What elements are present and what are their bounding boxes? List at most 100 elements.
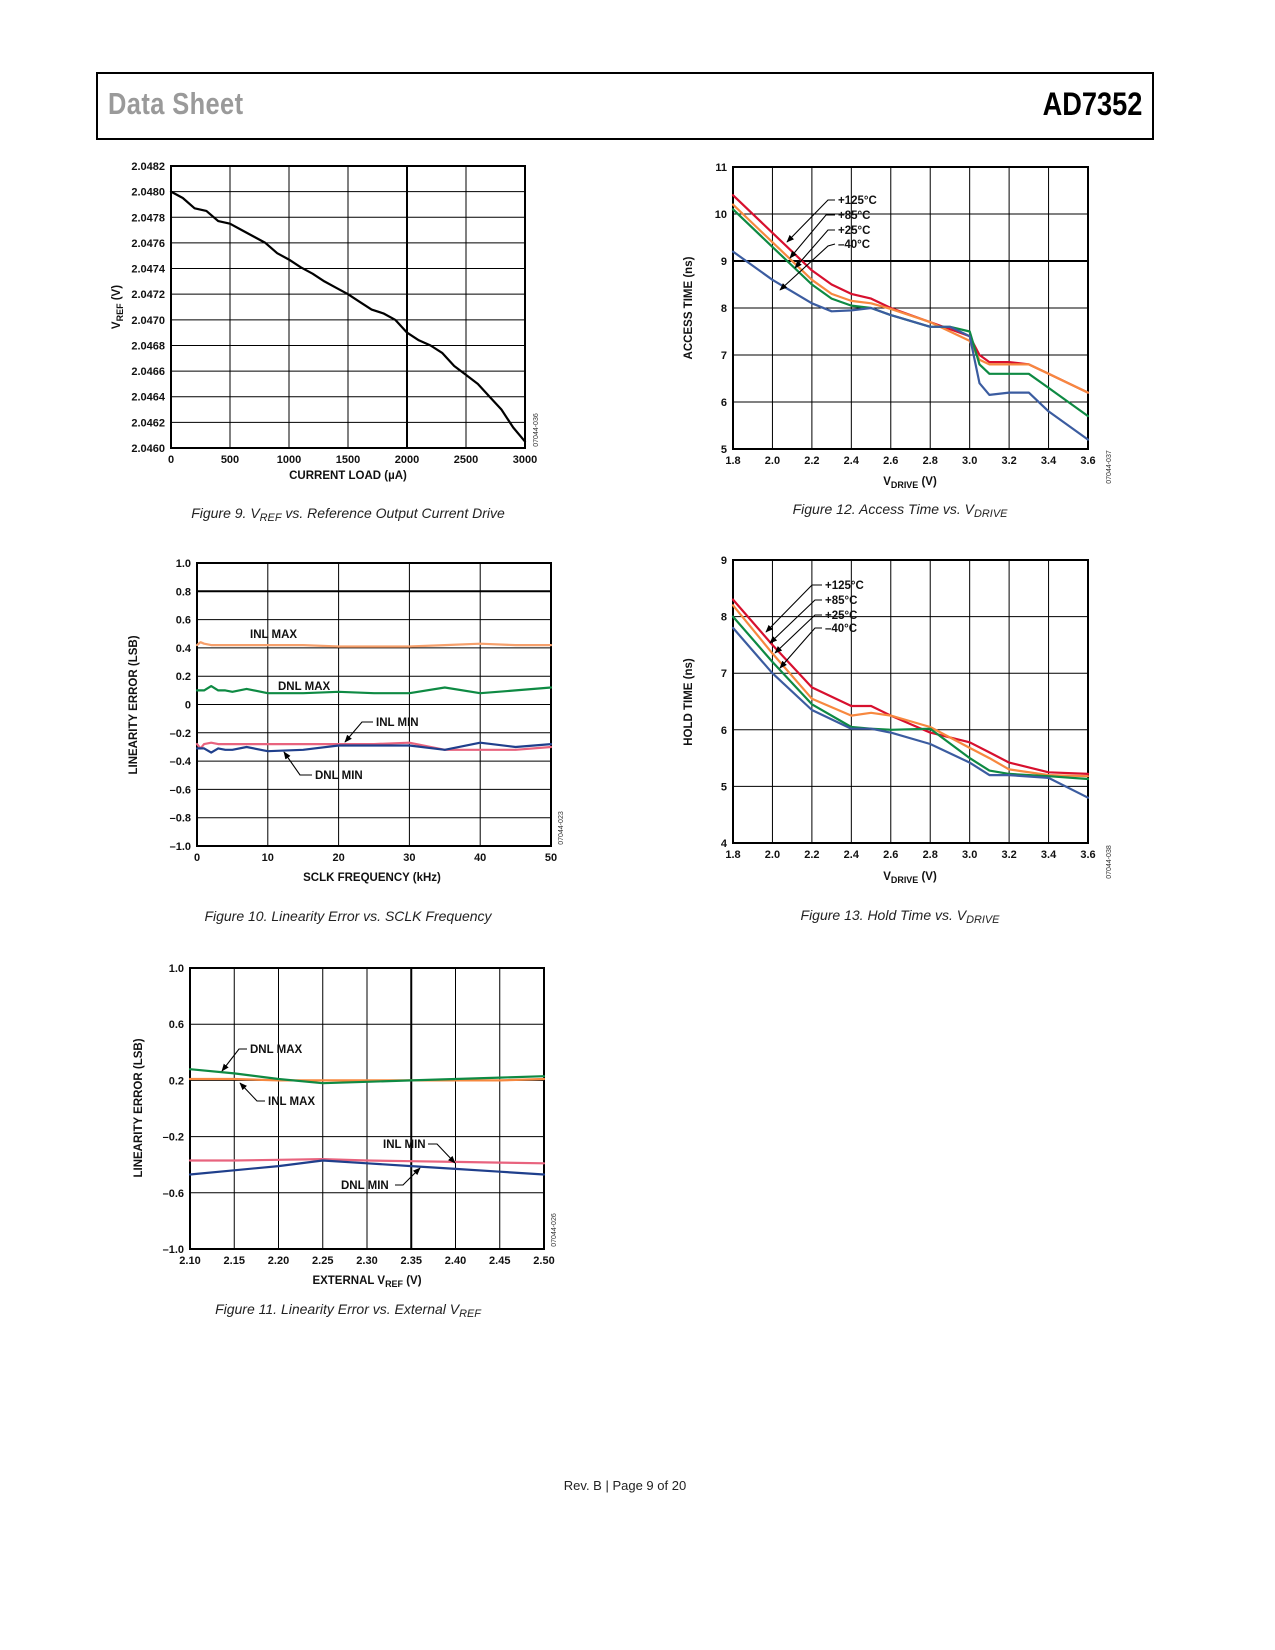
x-tick-label: 3.6 — [1080, 849, 1095, 861]
x-tick-label: 50 — [545, 852, 557, 864]
x-tick-label: 2.45 — [489, 1255, 510, 1267]
figure-code: 07044-037 — [1106, 450, 1113, 484]
y-tick-label: 9 — [721, 256, 727, 268]
header-part-number: AD7352 — [1042, 86, 1142, 122]
plot-frame — [732, 166, 1089, 450]
x-tick-label: 2.25 — [312, 1255, 333, 1267]
figure-caption-part: Figure 9. V — [191, 505, 261, 521]
x-tick-label: 40 — [474, 852, 486, 864]
series-line-inl-max — [195, 641, 553, 648]
y-tick-label: 2.0472 — [131, 289, 165, 301]
series-label: INL MAX — [250, 629, 297, 641]
y-tick-label: 2.0478 — [131, 212, 165, 224]
x-tick-label: 3.2 — [1001, 849, 1016, 861]
chart-fig11: 2.10 2.15 2.20 2.25 2.30 2.35 2.40 2.45 2.50 –1.0… — [133, 963, 558, 1320]
x-tick-label: 0 — [168, 454, 174, 466]
x-tick-label: 500 — [221, 454, 239, 466]
y-axis-label-part: (V) — [111, 285, 123, 304]
x-tick-label: 3.2 — [1001, 455, 1016, 467]
leader-arrow — [395, 1167, 421, 1186]
x-axis-label-part: DRIVE — [891, 875, 918, 885]
y-axis-label-part: HOLD TIME (ns) — [683, 658, 695, 746]
leader-arrow — [765, 584, 822, 633]
leader-arrow — [779, 627, 822, 669]
y-tick-label: 2.0460 — [131, 443, 165, 455]
header-section-title: Data Sheet — [108, 86, 244, 121]
y-tick-label: –0.2 — [170, 728, 191, 740]
y-tick-label: 2.0470 — [131, 315, 165, 327]
y-tick-label: 11 — [715, 162, 727, 174]
x-tick-label: 20 — [332, 852, 344, 864]
series-line--40-c — [731, 250, 1090, 441]
x-tick-label: 3.0 — [962, 455, 977, 467]
series-label: DNL MAX — [278, 681, 331, 693]
figure-code: 07044-038 — [1106, 845, 1113, 879]
x-tick-label: 10 — [262, 852, 274, 864]
x-tick-label: 30 — [403, 852, 415, 864]
series-line-dnl-max — [188, 1068, 546, 1085]
figure-caption-part: Figure 11. Linearity Error vs. External … — [215, 1301, 461, 1317]
leader-arrow — [283, 751, 312, 776]
figure-caption-part: DRIVE — [966, 914, 1000, 926]
y-tick-label: 9 — [721, 555, 727, 567]
series-label: DNL MIN — [341, 1180, 389, 1192]
series-label: +25°C — [838, 225, 870, 237]
series-line-inl-min — [188, 1157, 546, 1165]
x-tick-label: 2.0 — [765, 849, 780, 861]
series-label: DNL MAX — [250, 1044, 303, 1056]
plot-frame — [170, 165, 526, 449]
x-tick-label: 2.6 — [883, 455, 898, 467]
y-axis-label-part: LINEARITY ERROR (LSB) — [128, 635, 140, 774]
y-tick-label: 5 — [721, 444, 727, 456]
x-tick-label: 2500 — [454, 454, 478, 466]
x-tick-label: 2.4 — [844, 455, 860, 467]
y-tick-label: 8 — [721, 303, 727, 315]
y-tick-label: 1.0 — [169, 963, 184, 975]
leader-arrow — [786, 199, 835, 243]
series-line--125-c — [731, 598, 1090, 776]
series-line--85-c — [731, 604, 1090, 778]
y-axis-label-part: REF — [115, 303, 125, 321]
y-tick-label: –0.4 — [170, 756, 192, 768]
series-label: –40°C — [838, 239, 870, 251]
y-tick-label: 8 — [721, 612, 727, 624]
y-tick-label: 2.0480 — [131, 187, 165, 199]
x-tick-label: 1.8 — [725, 849, 740, 861]
y-tick-label: 0 — [185, 700, 191, 712]
figure-caption-part: vs. Reference Output Current Drive — [281, 505, 505, 521]
x-tick-label: 1.8 — [725, 455, 740, 467]
y-tick-label: 6 — [721, 725, 727, 737]
y-tick-label: 7 — [721, 350, 727, 362]
chart-fig12: 1.8 2.0 2.2 2.4 2.6 2.8 3.0 3.2 3.4 3.6 5 6 7 8 9 10 11 +… — [683, 162, 1113, 520]
leader-arrow — [239, 1082, 265, 1102]
x-tick-label: 2.10 — [179, 1255, 200, 1267]
x-axis-label: CURRENT LOAD (µA) — [289, 470, 407, 482]
x-tick-label: 1500 — [336, 454, 360, 466]
figure-caption-part: REF — [260, 512, 283, 524]
leader-arrow — [794, 229, 835, 269]
y-axis-label-part: ACCESS TIME (ns) — [683, 256, 695, 359]
y-axis-label: ACCESS TIME (ns) — [683, 256, 695, 359]
series-line--25-c — [731, 208, 1090, 418]
x-tick-label: 2.2 — [804, 455, 819, 467]
y-tick-label: 1.0 — [176, 558, 191, 570]
y-tick-label: 2.0468 — [131, 340, 165, 352]
figure-caption: Figure 11. Linearity Error vs. External … — [215, 1301, 482, 1320]
x-axis-label-part: DRIVE — [891, 480, 918, 490]
series-line--85-c — [731, 203, 1090, 394]
x-tick-label: 0 — [194, 852, 200, 864]
chart-fig9: 0 500 1000 1500 2000 2500 3000 2.0460 2.0462 2.04… — [111, 161, 540, 524]
series-line-vref — [169, 190, 527, 443]
leader-arrow — [769, 599, 822, 644]
y-tick-label: –1.0 — [170, 841, 191, 853]
y-tick-label: 0.8 — [176, 586, 191, 598]
leader-arrow — [774, 614, 822, 654]
x-axis-label-part: V — [883, 476, 891, 488]
plot-frame — [196, 562, 552, 847]
x-axis-label: VDRIVE (V) — [883, 476, 937, 490]
x-tick-label: 2.8 — [923, 455, 938, 467]
y-axis-label: VREF (V) — [111, 285, 125, 329]
series-label: INL MIN — [376, 717, 419, 729]
x-axis-label-part: EXTERNAL V — [312, 1275, 385, 1287]
